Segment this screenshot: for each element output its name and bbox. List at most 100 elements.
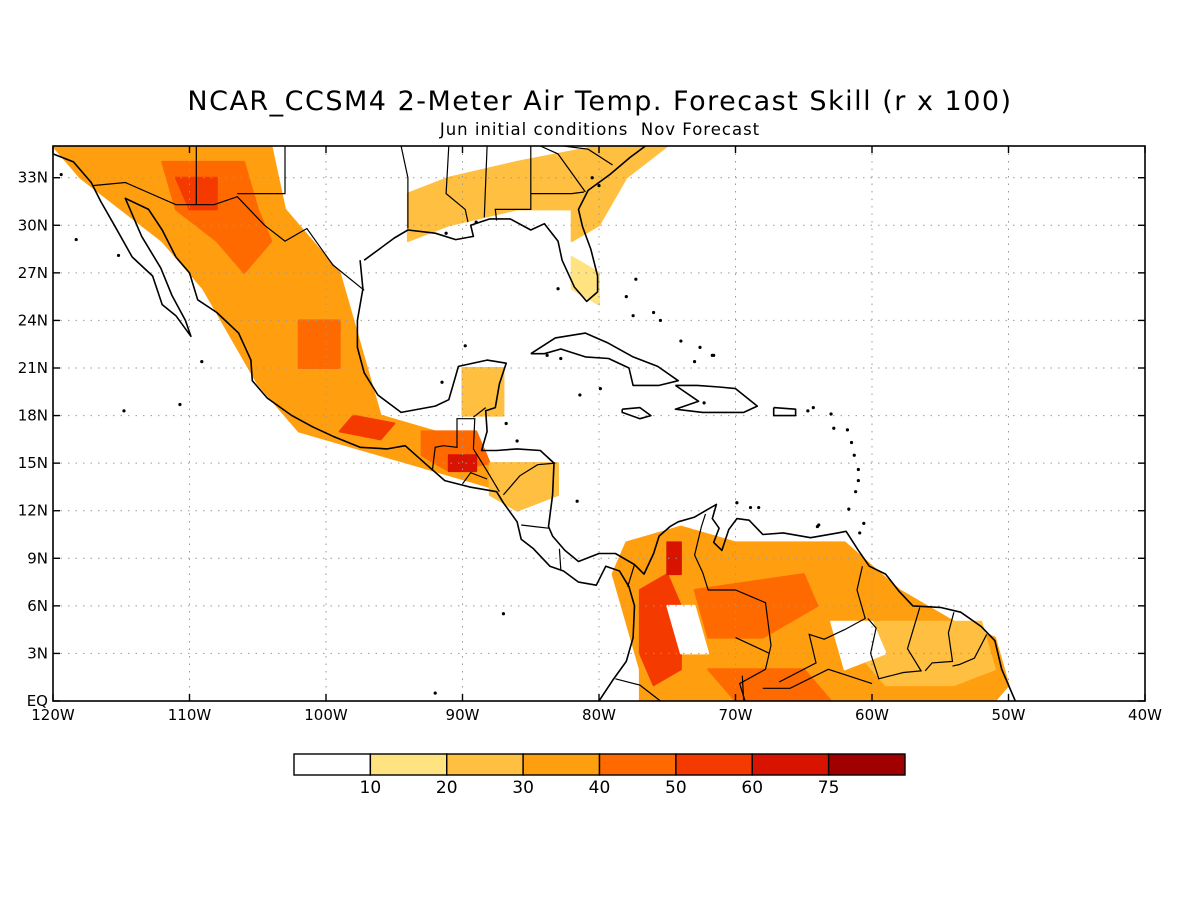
island-mark — [501, 612, 506, 616]
lat-tick-label: 12N — [18, 502, 48, 520]
island-mark — [122, 409, 126, 413]
island-mark — [829, 412, 833, 416]
figure-subtitle: Jun initial conditions Nov Forecast — [439, 120, 760, 139]
colorbar-label: 75 — [818, 778, 840, 798]
island-mark — [652, 310, 656, 315]
island-mark — [735, 501, 739, 505]
political-border — [502, 462, 556, 496]
political-border — [540, 146, 586, 193]
coastline — [772, 406, 797, 417]
island-mark — [590, 176, 594, 180]
island-mark — [575, 499, 579, 503]
political-border — [563, 146, 613, 166]
skill-region-4 — [338, 414, 396, 441]
island-mark — [748, 505, 753, 510]
island-mark — [474, 220, 478, 224]
colorbar-swatch — [827, 753, 906, 776]
lat-tick-label: 6N — [27, 597, 48, 615]
island-mark — [200, 360, 204, 364]
political-border — [741, 675, 745, 701]
island-mark — [847, 507, 851, 511]
political-borders-layer — [92, 146, 988, 701]
colorbar-swatch — [675, 753, 753, 776]
island-mark — [852, 453, 856, 457]
island-mark — [556, 287, 560, 291]
political-border — [400, 146, 409, 229]
island-mark — [559, 356, 563, 361]
lat-tick-label: 18N — [18, 407, 48, 425]
island-mark — [811, 406, 815, 410]
lat-tick-label: 30N — [18, 216, 48, 234]
colorbar-swatch — [522, 753, 601, 776]
skill-region-17 — [666, 604, 710, 655]
colorbar-swatch — [446, 753, 524, 776]
island-mark — [849, 440, 854, 445]
skill-region-14 — [666, 541, 682, 576]
coastline — [621, 406, 652, 420]
skill-region-3 — [297, 319, 341, 369]
political-border — [558, 548, 562, 570]
lat-tick-label: EQ — [27, 692, 48, 710]
lon-tick-label: 70W — [719, 706, 753, 724]
lat-tick-label: 3N — [27, 644, 48, 662]
lon-tick-label: 110W — [168, 706, 212, 724]
lat-tick-label: 21N — [18, 359, 48, 377]
island-mark — [845, 428, 850, 432]
colorbar-label: 10 — [360, 778, 382, 798]
colorbar-label: 30 — [512, 778, 534, 798]
island-mark — [440, 380, 444, 384]
political-border — [924, 612, 955, 672]
axis-ticks-layer: 120W 110W 100W 90W 80W 70W 60W 50W 40W EQ 3N 6N 9N 12… — [18, 146, 1162, 724]
island-mark — [444, 231, 448, 235]
island-mark — [698, 345, 702, 349]
island-mark — [862, 521, 866, 526]
lat-tick-label: 9N — [27, 549, 48, 567]
island-mark — [59, 172, 63, 177]
political-border — [615, 678, 661, 701]
lon-tick-label: 90W — [446, 706, 480, 724]
lat-tick-label: 15N — [18, 454, 48, 472]
coastline — [674, 384, 759, 414]
island-mark — [631, 314, 635, 318]
political-border — [473, 407, 487, 418]
island-mark — [598, 387, 602, 391]
island-mark — [178, 402, 182, 407]
island-mark — [757, 505, 761, 510]
map-plot-area — [53, 146, 1145, 701]
island-mark — [116, 253, 121, 258]
political-border — [693, 513, 772, 701]
island-mark — [856, 467, 860, 472]
lon-tick-label: 120W — [31, 706, 75, 724]
island-mark — [854, 490, 858, 494]
lon-tick-label: 50W — [992, 706, 1026, 724]
coastline — [53, 153, 636, 701]
colorbar-label: 50 — [665, 778, 687, 798]
lon-tick-label: 60W — [855, 706, 889, 724]
island-mark — [433, 691, 437, 695]
island-mark — [712, 353, 716, 357]
island-mark — [817, 523, 821, 527]
lon-tick-label: 40W — [1128, 706, 1162, 724]
island-mark — [463, 344, 467, 348]
island-mark — [856, 478, 860, 483]
island-mark — [504, 421, 508, 426]
colorbar-swatch — [293, 753, 372, 776]
skill-region-16 — [707, 668, 833, 701]
political-border — [237, 146, 286, 195]
political-border — [762, 668, 873, 689]
colorbar-label: 20 — [436, 778, 458, 798]
colorbar-swatch — [751, 753, 830, 776]
island-mark — [806, 409, 810, 413]
island-mark — [515, 439, 519, 443]
island-mark — [702, 401, 706, 405]
political-border — [735, 637, 770, 654]
colorbar-label: 40 — [589, 778, 611, 798]
coastline — [363, 146, 646, 303]
colorbar-label: 60 — [741, 778, 763, 798]
political-border — [778, 566, 866, 683]
island-mark — [692, 360, 697, 364]
colorbar-swatch — [598, 753, 677, 776]
lat-tick-label: 24N — [18, 311, 48, 329]
island-mark — [74, 237, 78, 242]
